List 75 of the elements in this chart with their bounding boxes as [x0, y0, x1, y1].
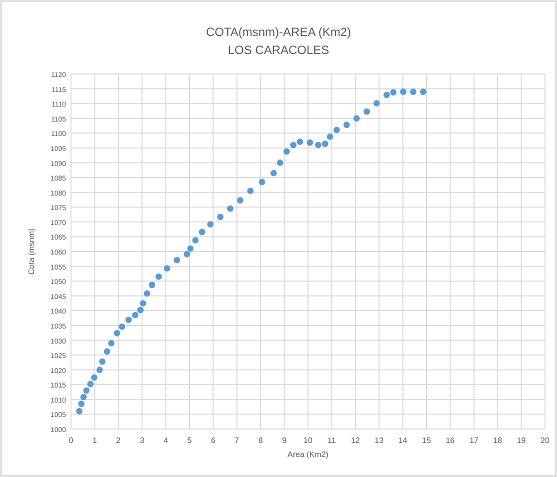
point — [270, 170, 277, 176]
x-tick-label: 9 — [282, 436, 288, 445]
x-tick-label: 4 — [164, 436, 169, 445]
point — [78, 400, 85, 408]
point — [258, 178, 266, 186]
point — [237, 197, 244, 204]
chart-title: COTA(msnm)-AREA (Km2) — [206, 25, 352, 39]
point — [87, 380, 94, 388]
point — [333, 126, 340, 134]
point — [227, 205, 234, 212]
point — [125, 316, 132, 324]
point — [114, 330, 120, 336]
point — [140, 300, 146, 306]
point — [353, 115, 360, 122]
point — [108, 340, 114, 346]
x-tick-label: 17 — [469, 436, 479, 445]
point — [184, 250, 190, 258]
x-tick-label: 2 — [116, 436, 122, 445]
x-tick-label: 5 — [187, 436, 192, 445]
point — [118, 323, 126, 330]
point — [306, 139, 314, 146]
x-axis-title: Area (Km2) — [288, 450, 329, 459]
x-tick-label: 16 — [446, 436, 456, 445]
y-axis-title: Cota (msnm) — [27, 228, 36, 275]
point — [174, 256, 180, 264]
point — [283, 148, 290, 155]
x-tick-label: 7 — [234, 436, 240, 445]
x-tick-label: 8 — [258, 436, 264, 445]
x-tick-label: 0 — [68, 436, 74, 445]
point — [104, 348, 110, 355]
point — [217, 214, 224, 220]
point — [383, 92, 390, 98]
point — [364, 108, 370, 115]
point — [132, 312, 138, 318]
x-tick-label: 6 — [210, 436, 216, 445]
x-tick-label: 10 — [304, 436, 313, 445]
x-tick-label: 11 — [328, 436, 336, 445]
x-tick-label: 18 — [493, 436, 503, 445]
point — [164, 265, 170, 272]
point — [410, 88, 416, 95]
point — [192, 237, 199, 244]
point — [247, 188, 254, 194]
point — [276, 160, 284, 166]
point — [326, 134, 334, 140]
point — [420, 88, 426, 95]
point — [207, 221, 214, 228]
point — [296, 138, 304, 145]
point — [83, 387, 90, 394]
point — [137, 306, 144, 314]
point — [80, 394, 87, 400]
point — [374, 100, 380, 106]
x-tick-label: 3 — [140, 436, 145, 445]
x-tick-label: 13 — [374, 436, 384, 445]
point — [400, 88, 406, 95]
point — [314, 142, 322, 148]
point — [390, 89, 397, 96]
x-tick-label: 14 — [398, 436, 408, 445]
point — [144, 290, 150, 297]
point — [76, 408, 82, 414]
chart-subtitle: LOS CARACOLES — [228, 43, 330, 57]
point — [155, 273, 162, 280]
point — [99, 358, 106, 365]
x-tick-label: 1 — [92, 436, 98, 445]
point — [198, 228, 206, 236]
x-tick-label: 15 — [422, 436, 432, 445]
point — [96, 366, 103, 374]
point — [343, 122, 350, 128]
point — [91, 374, 98, 381]
point — [322, 140, 328, 148]
point — [187, 245, 194, 252]
x-tick-label: 20 — [540, 436, 550, 445]
x-tick-label: 12 — [350, 436, 360, 445]
x-tick-label: 19 — [516, 436, 526, 445]
point — [148, 282, 156, 288]
point — [290, 142, 297, 148]
